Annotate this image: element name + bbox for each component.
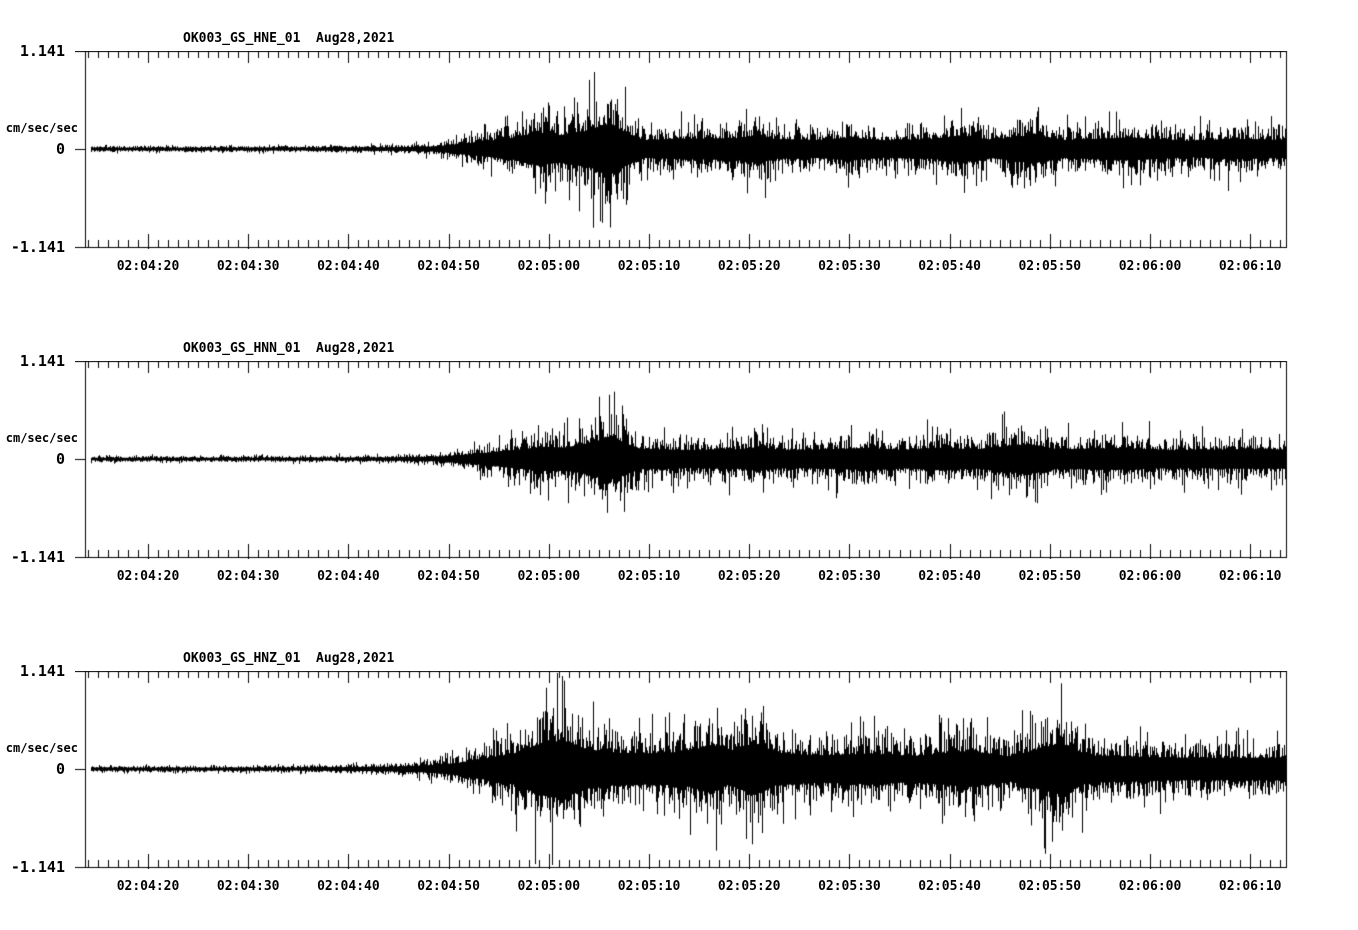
seismogram-panel-hne: OK003_GS_HNE_01 Aug28,2021 1.141 cm/sec/… bbox=[0, 0, 1358, 310]
y-axis-min-label: -1.141 bbox=[10, 548, 65, 566]
x-tick-label: 02:05:10 bbox=[617, 259, 681, 274]
x-tick-label: 02:05:30 bbox=[818, 569, 881, 584]
x-tick-label: 02:05:00 bbox=[517, 259, 581, 274]
x-tick-label: 02:04:30 bbox=[216, 259, 280, 274]
x-tick-label: 02:05:20 bbox=[717, 259, 781, 274]
seismogram-panel-hnn: OK003_GS_HNN_01 Aug28,2021 1.141 cm/sec/… bbox=[0, 310, 1358, 620]
x-tick-label: 02:04:40 bbox=[317, 569, 380, 584]
x-tick-label: 02:06:00 bbox=[1118, 259, 1182, 274]
x-tick-label: 02:05:00 bbox=[517, 879, 581, 894]
y-axis-max-label: 1.141 bbox=[19, 352, 65, 370]
y-axis-unit-label: cm/sec/sec bbox=[5, 121, 78, 135]
x-tick-label: 02:05:30 bbox=[818, 259, 881, 274]
y-axis-min-label: -1.141 bbox=[10, 858, 65, 876]
y-axis-unit-label: cm/sec/sec bbox=[5, 741, 78, 755]
waveform-canvas-hnn bbox=[75, 361, 1297, 559]
x-tick-label: 02:05:00 bbox=[517, 569, 581, 584]
x-tick-label: 02:05:10 bbox=[617, 569, 681, 584]
x-tick-label: 02:05:50 bbox=[1018, 259, 1082, 274]
plot-title: OK003_GS_HNN_01 Aug28,2021 bbox=[183, 341, 395, 356]
x-tick-label: 02:05:30 bbox=[818, 879, 881, 894]
x-tick-label: 02:05:50 bbox=[1018, 879, 1082, 894]
plot-title: OK003_GS_HNE_01 Aug28,2021 bbox=[183, 31, 395, 46]
x-tick-label: 02:04:50 bbox=[417, 879, 480, 894]
x-tick-label: 02:05:20 bbox=[717, 569, 781, 584]
y-axis-unit-label: cm/sec/sec bbox=[5, 431, 78, 445]
waveform-canvas-hnz bbox=[75, 671, 1297, 869]
x-tick-label: 02:06:10 bbox=[1218, 259, 1282, 274]
y-axis-max-label: 1.141 bbox=[19, 662, 65, 680]
y-axis-max-label: 1.141 bbox=[19, 42, 65, 60]
y-axis-zero-label: 0 bbox=[55, 760, 65, 778]
y-axis-zero-label: 0 bbox=[55, 450, 65, 468]
x-tick-label: 02:05:40 bbox=[918, 259, 981, 274]
x-tick-label: 02:05:10 bbox=[617, 879, 681, 894]
x-tick-label: 02:06:10 bbox=[1218, 569, 1282, 584]
plot-title: OK003_GS_HNZ_01 Aug28,2021 bbox=[183, 651, 395, 666]
x-tick-label: 02:04:30 bbox=[216, 569, 280, 584]
waveform-canvas-hne bbox=[75, 51, 1297, 249]
y-axis-zero-label: 0 bbox=[55, 140, 65, 158]
x-tick-label: 02:04:20 bbox=[116, 259, 180, 274]
x-tick-label: 02:05:20 bbox=[717, 879, 781, 894]
x-tick-label: 02:04:20 bbox=[116, 879, 180, 894]
seismogram-panel-hnz: OK003_GS_HNZ_01 Aug28,2021 1.141 cm/sec/… bbox=[0, 620, 1358, 930]
x-tick-label: 02:04:30 bbox=[216, 879, 280, 894]
x-tick-label: 02:04:40 bbox=[317, 879, 380, 894]
x-tick-label: 02:05:50 bbox=[1018, 569, 1082, 584]
x-tick-label: 02:04:40 bbox=[317, 259, 380, 274]
x-tick-label: 02:06:10 bbox=[1218, 879, 1282, 894]
x-tick-label: 02:04:50 bbox=[417, 259, 480, 274]
x-tick-label: 02:06:00 bbox=[1118, 879, 1182, 894]
y-axis-min-label: -1.141 bbox=[10, 238, 65, 256]
x-tick-label: 02:05:40 bbox=[918, 569, 981, 584]
x-tick-label: 02:06:00 bbox=[1118, 569, 1182, 584]
x-tick-label: 02:04:50 bbox=[417, 569, 480, 584]
x-tick-label: 02:05:40 bbox=[918, 879, 981, 894]
x-tick-label: 02:04:20 bbox=[116, 569, 180, 584]
